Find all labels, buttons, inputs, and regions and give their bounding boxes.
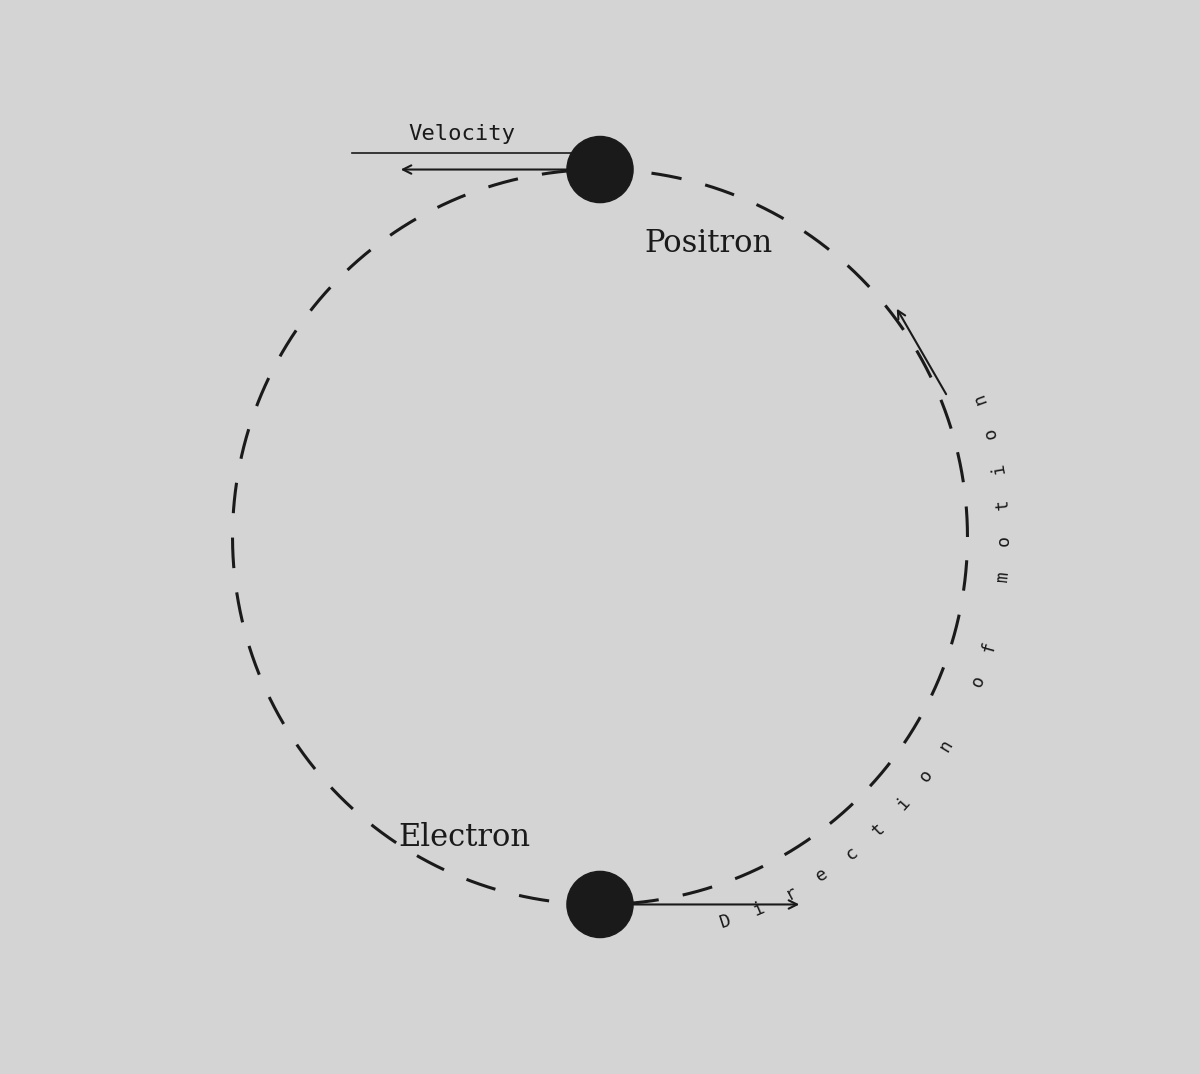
Text: i: i (893, 794, 914, 814)
Circle shape (566, 136, 634, 203)
Text: D: D (716, 911, 733, 931)
Text: t: t (994, 498, 1013, 510)
Text: o: o (980, 425, 1001, 440)
Text: m: m (992, 570, 1012, 582)
Text: n: n (970, 391, 990, 407)
Text: o: o (916, 766, 936, 785)
Text: o: o (967, 672, 988, 690)
Circle shape (566, 871, 634, 938)
Text: i: i (989, 462, 1008, 475)
Text: f: f (979, 639, 1000, 654)
Text: o: o (995, 535, 1013, 546)
Text: Velocity: Velocity (409, 124, 516, 144)
Text: r: r (782, 883, 800, 903)
Text: Electron: Electron (398, 822, 530, 853)
Text: c: c (841, 843, 862, 863)
Text: Positron: Positron (644, 229, 773, 259)
Text: e: e (812, 865, 832, 885)
Text: t: t (869, 819, 889, 840)
Text: n: n (936, 737, 956, 755)
Text: i: i (750, 898, 767, 919)
